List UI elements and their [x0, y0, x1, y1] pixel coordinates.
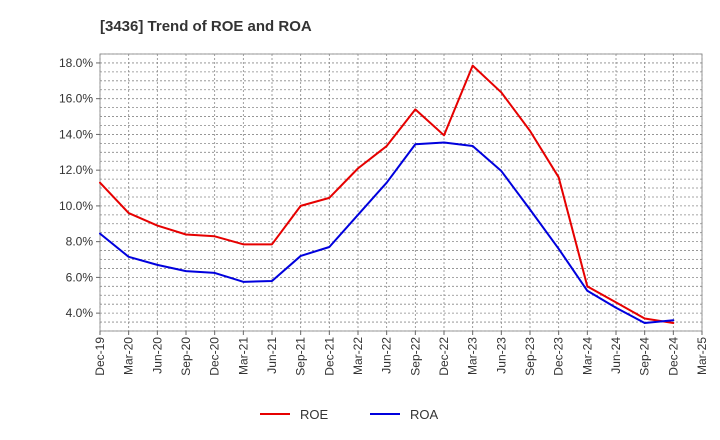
x-tick-label: Sep-21 [294, 337, 308, 376]
x-tick-label: Mar-21 [236, 337, 250, 375]
x-tick-label: Mar-24 [580, 337, 594, 375]
y-tick-label: 8.0% [66, 235, 94, 249]
x-tick-label: Mar-25 [695, 337, 709, 375]
y-tick-label: 4.0% [66, 306, 94, 320]
x-axis-ticks: Dec-19 Mar-20 Jun-20 Sep-20 Dec-20 Mar-21 Jun-… [93, 331, 709, 376]
x-tick-label: Sep-23 [523, 337, 537, 376]
x-tick-label: Dec-20 [208, 337, 222, 376]
grid-lines [99, 53, 703, 332]
legend: ROE ROA [260, 407, 439, 422]
x-tick-label: Dec-24 [666, 337, 680, 376]
x-tick-label: Sep-22 [408, 337, 422, 376]
data-series [99, 64, 675, 324]
y-tick-label: 12.0% [59, 163, 93, 177]
x-tick-label: Jun-21 [265, 337, 279, 374]
y-axis-ticks: 4.0% 6.0% 8.0% 10.0% 12.0% 14.0% 16.0% 18.0% [59, 56, 100, 320]
chart-title: [3436] Trend of ROE and ROA [100, 18, 312, 35]
x-tick-label: Dec-22 [437, 337, 451, 376]
x-tick-label: Dec-21 [322, 337, 336, 376]
x-tick-label: Mar-20 [122, 337, 136, 375]
x-tick-label: Jun-20 [150, 337, 164, 374]
x-tick-label: Mar-22 [351, 337, 365, 375]
series-line-roa [99, 141, 675, 324]
x-tick-label: Mar-23 [466, 337, 480, 375]
y-tick-label: 10.0% [59, 199, 93, 213]
x-tick-label: Jun-24 [609, 337, 623, 374]
x-tick-label: Sep-24 [638, 337, 652, 376]
legend-label-roe: ROE [300, 407, 329, 422]
y-tick-label: 16.0% [59, 92, 93, 106]
x-tick-label: Dec-19 [93, 337, 107, 376]
plot-area [99, 53, 703, 332]
x-tick-label: Jun-23 [494, 337, 508, 374]
y-tick-label: 6.0% [66, 270, 94, 284]
x-tick-label: Sep-20 [179, 337, 193, 376]
series-line-roe [99, 64, 675, 324]
y-tick-label: 18.0% [59, 56, 93, 70]
legend-label-roa: ROA [410, 407, 439, 422]
y-tick-label: 14.0% [59, 127, 93, 141]
x-tick-label: Jun-22 [380, 337, 394, 374]
x-tick-label: Dec-23 [552, 337, 566, 376]
